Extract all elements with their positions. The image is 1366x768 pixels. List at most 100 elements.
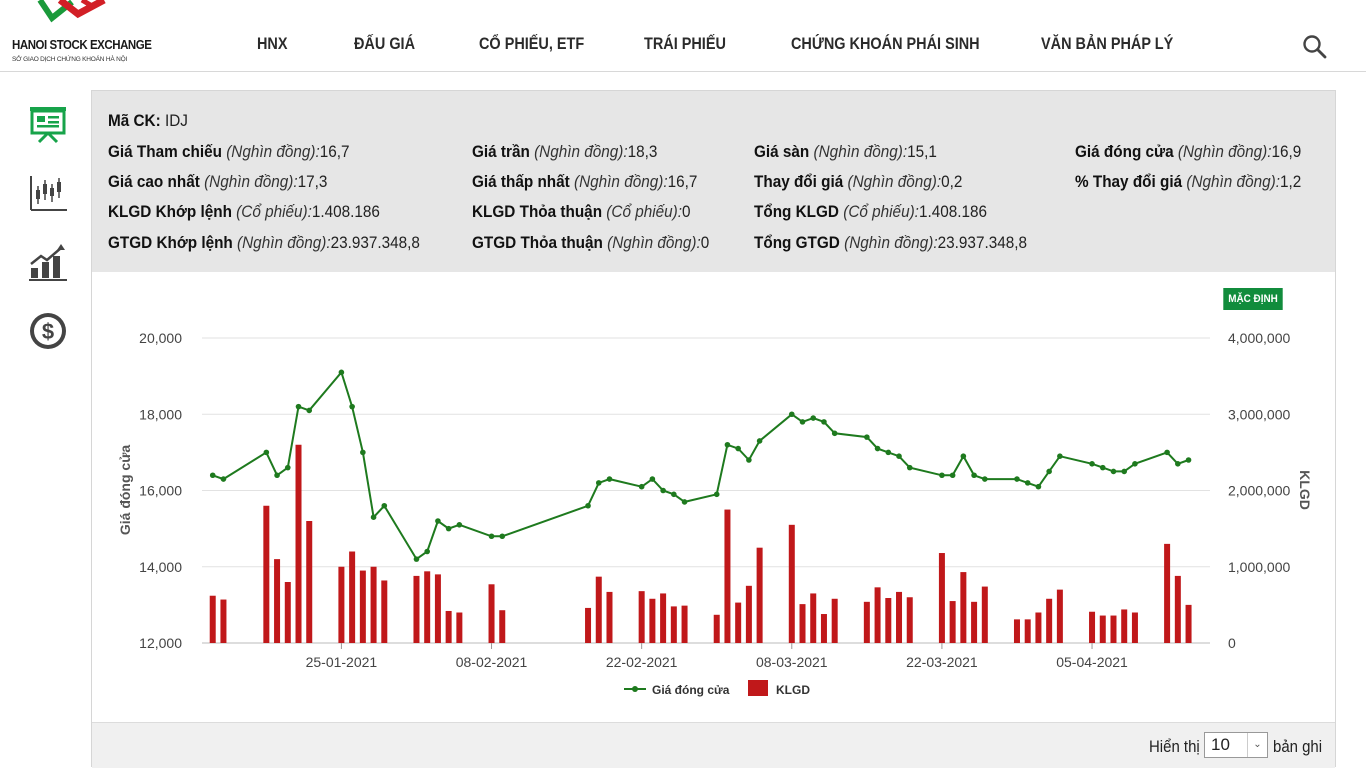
sidebar-item-price-history[interactable] <box>27 174 69 214</box>
price-point <box>713 491 720 498</box>
volume-bar <box>284 582 291 643</box>
y-tick-label: 18,000 <box>139 406 182 422</box>
price-point <box>295 403 302 410</box>
reset-default-button[interactable]: MẶC ĐỊNH <box>1223 288 1283 310</box>
price-point <box>874 445 881 452</box>
volume-matched-unit: (Cổ phiếu): <box>236 202 312 221</box>
volume-bar <box>670 606 677 643</box>
volume-bar <box>788 524 795 643</box>
price-point <box>1057 453 1063 459</box>
volume-bar <box>1174 575 1181 643</box>
volume-bar <box>370 566 377 643</box>
hnx-logo[interactable]: HANOI STOCK EXCHANGE SỞ GIAO DỊCH CHỨNG … <box>12 0 152 70</box>
price-point <box>585 502 591 509</box>
price-point <box>263 449 270 456</box>
price-point <box>1024 480 1031 486</box>
y2-axis-title: KLGD <box>1297 470 1313 510</box>
floor-price: Giá sàn (Nghìn đồng):15,1 <box>754 142 937 162</box>
volume-bar <box>863 601 870 643</box>
legend-bar-swatch <box>748 680 768 696</box>
volume-negotiated: KLGD Thỏa thuận (Cổ phiếu):0 <box>472 202 691 222</box>
svg-text:$: $ <box>42 319 54 344</box>
price-point <box>209 472 216 479</box>
high-price-unit: (Nghìn đồng): <box>204 172 298 191</box>
price-point <box>381 502 388 509</box>
volume-bar <box>606 591 613 643</box>
price-point <box>1121 468 1128 475</box>
page-size-select[interactable]: 10 ⌄ <box>1204 732 1268 758</box>
volume-bar <box>949 601 956 643</box>
price-point <box>788 411 795 418</box>
x-tick-label: 08-02-2021 <box>456 654 528 670</box>
price-point <box>338 369 345 376</box>
price-volume-chart: MẶC ĐỊNH 20,000 18,000 16,000 14,000 12,000 4… <box>92 272 1335 722</box>
value-total-label: Tổng GTGD <box>754 233 840 252</box>
volume-total-value: 1.408.186 <box>918 202 988 221</box>
show-label: Hiển thị <box>1149 737 1200 756</box>
nav-item-legal-docs[interactable]: VĂN BẢN PHÁP LÝ <box>1041 34 1174 53</box>
sidebar-item-dividends[interactable]: $ <box>27 311 69 351</box>
price-point <box>456 522 463 528</box>
nav-item-stocks-etf[interactable]: CỔ PHIẾU, ETF <box>479 34 585 53</box>
price-point <box>284 464 291 471</box>
ceiling-price-unit: (Nghìn đồng): <box>534 142 628 161</box>
ref-price: Giá Tham chiếu (Nghìn đồng):16,7 <box>108 142 350 162</box>
volume-bar <box>263 505 270 643</box>
volume-bar <box>413 575 420 643</box>
value-total-unit: (Nghìn đồng): <box>844 233 938 252</box>
price-point <box>746 457 752 463</box>
volume-bar <box>1013 619 1020 643</box>
close-price: Giá đóng cửa (Nghìn đồng):16,9 <box>1075 142 1301 162</box>
volume-bar <box>799 604 806 643</box>
volume-bar <box>896 591 903 643</box>
search-icon <box>1303 35 1327 59</box>
price-point <box>1185 457 1192 463</box>
value-matched-value: 23.937.348,8 <box>330 233 420 252</box>
volume-matched-value: 1.408.186 <box>311 202 380 221</box>
value-matched-unit: (Nghìn đồng): <box>237 233 331 252</box>
high-price-value: 17,3 <box>297 172 328 191</box>
price-point <box>982 476 988 482</box>
value-total-value: 23.937.348,8 <box>937 233 1027 252</box>
symbol-label: Mã CK: <box>108 111 161 130</box>
price-point <box>349 403 355 410</box>
price-point <box>864 434 870 440</box>
volume-bar <box>681 605 688 643</box>
volume-bar <box>906 597 913 643</box>
close-price-unit: (Nghìn đồng): <box>1177 142 1272 161</box>
ceiling-price-value: 18,3 <box>627 142 658 161</box>
nav-item-derivatives[interactable]: CHỨNG KHOÁN PHÁI SINH <box>791 34 980 53</box>
volume-bar <box>295 444 302 643</box>
floor-price-value: 15,1 <box>907 142 937 161</box>
ref-price-value: 16,7 <box>319 142 350 161</box>
price-point <box>885 449 892 456</box>
volume-bar <box>1056 589 1063 643</box>
volume-bar <box>274 559 281 643</box>
legend-volume-label: KLGD <box>776 683 810 697</box>
search-button[interactable] <box>1302 34 1328 60</box>
price-point <box>595 480 602 486</box>
volume-bar <box>649 598 656 643</box>
price-change-label: Thay đổi giá <box>754 172 844 191</box>
price-change-unit: (Nghìn đồng): <box>847 172 942 191</box>
volume-bar <box>960 572 967 643</box>
hnx-logo-mark <box>37 0 106 23</box>
sidebar-item-overview[interactable] <box>27 104 69 144</box>
volume-bar <box>220 599 227 643</box>
nav-item-auction[interactable]: ĐẤU GIÁ <box>354 34 416 53</box>
price-point <box>1089 461 1095 467</box>
price-point <box>896 453 902 459</box>
price-change-percent-value: 1,2 <box>1279 172 1302 191</box>
logo-title: HANOI STOCK EXCHANGE <box>12 38 152 52</box>
nav-item-hnx[interactable]: HNX <box>257 34 288 53</box>
price-point <box>274 472 280 479</box>
price-point <box>799 419 806 425</box>
volume-negotiated-label: KLGD Thỏa thuận <box>472 202 603 221</box>
nav-item-bonds[interactable]: TRÁI PHIẾU <box>644 34 726 53</box>
sidebar-item-statistics[interactable] <box>27 242 69 282</box>
price-point <box>413 556 420 562</box>
volume-bar <box>434 574 441 643</box>
volume-total-unit: (Cổ phiếu): <box>843 202 919 221</box>
ref-price-label: Giá Tham chiếu <box>108 142 222 161</box>
price-point <box>949 472 956 479</box>
